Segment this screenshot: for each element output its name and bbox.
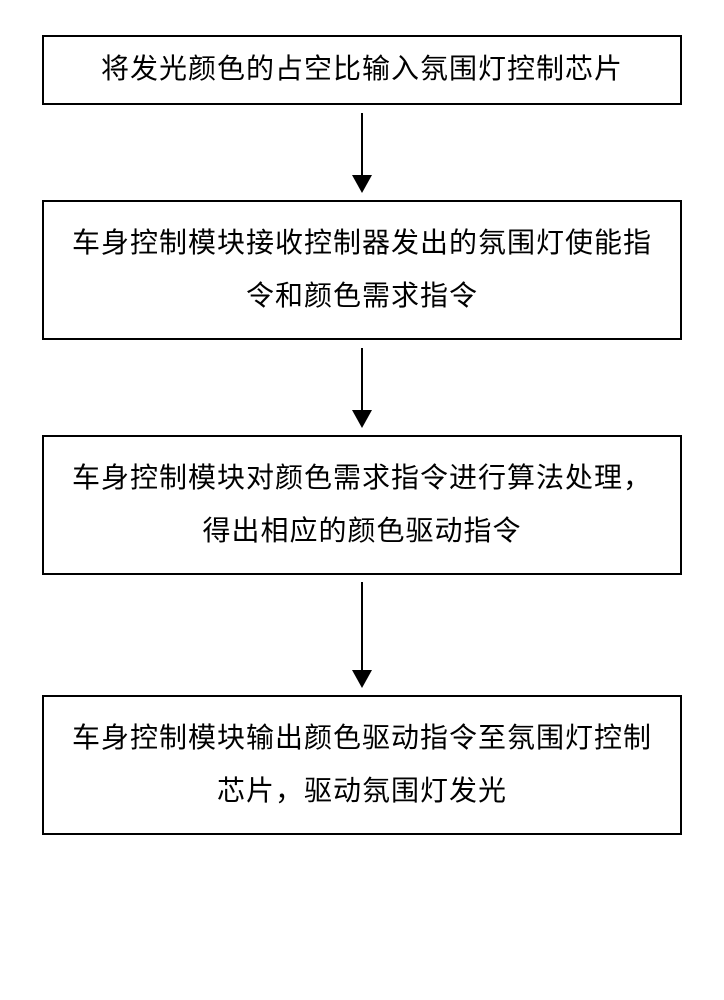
flowchart-step-3: 车身控制模块对颜色需求指令进行算法处理，得出相应的颜色驱动指令 [42,435,682,575]
arrow-head-icon [352,175,372,193]
arrow-line [361,582,363,670]
arrow-1-to-2 [352,105,372,200]
arrow-3-to-4 [352,575,372,695]
arrow-2-to-3 [352,340,372,435]
arrow-head-icon [352,670,372,688]
arrow-line [361,113,363,175]
step-3-text: 车身控制模块对颜色需求指令进行算法处理，得出相应的颜色驱动指令 [64,452,660,558]
step-2-text: 车身控制模块接收控制器发出的氛围灯使能指令和颜色需求指令 [64,217,660,323]
step-1-text: 将发光颜色的占空比输入氛围灯控制芯片 [101,43,623,96]
flowchart-step-1: 将发光颜色的占空比输入氛围灯控制芯片 [42,35,682,105]
arrow-line [361,348,363,410]
arrow-head-icon [352,410,372,428]
flowchart-step-2: 车身控制模块接收控制器发出的氛围灯使能指令和颜色需求指令 [42,200,682,340]
flowchart-step-4: 车身控制模块输出颜色驱动指令至氛围灯控制芯片，驱动氛围灯发光 [42,695,682,835]
step-4-text: 车身控制模块输出颜色驱动指令至氛围灯控制芯片，驱动氛围灯发光 [64,712,660,818]
